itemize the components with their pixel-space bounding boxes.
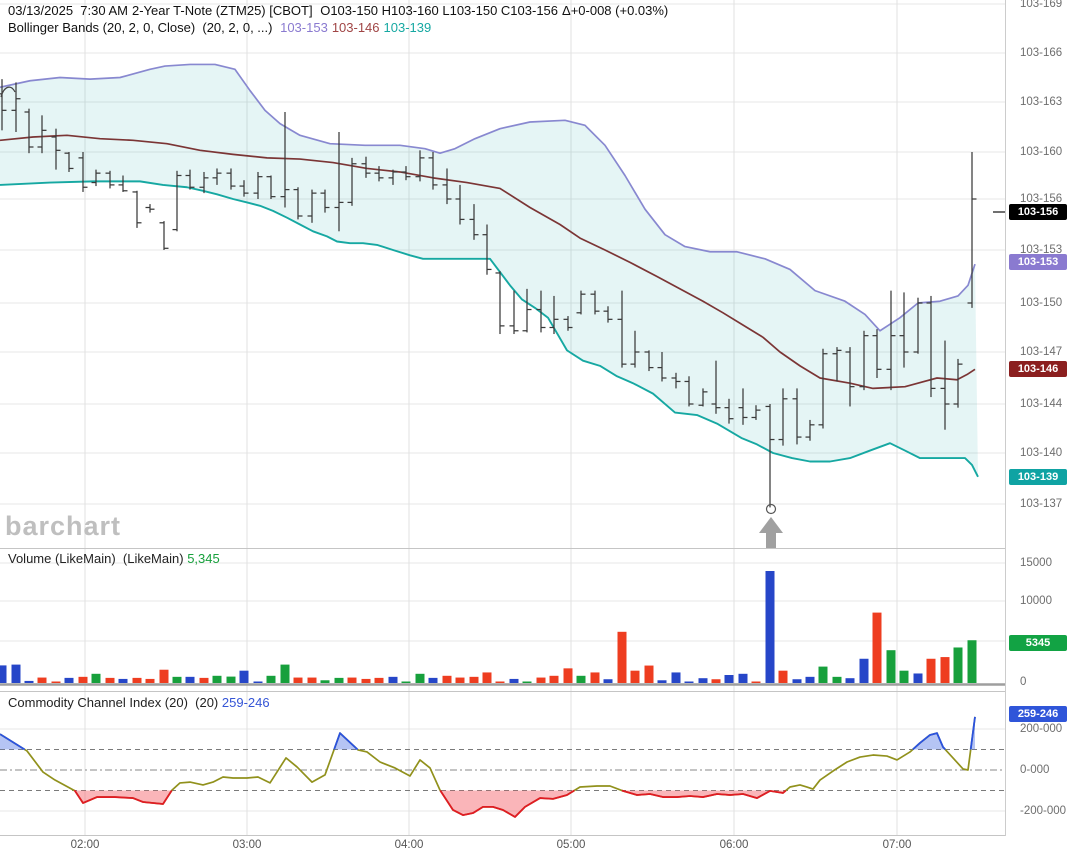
- time-axis-label: 02:00: [70, 839, 100, 851]
- time-axis-label: 05:00: [556, 839, 586, 851]
- axis-tick-label: 103-160: [1020, 146, 1063, 158]
- up-arrow-annotation: [759, 503, 783, 548]
- cci-title-text: Commodity Channel Index (20) (20): [8, 695, 222, 710]
- axis-tick-label: 103-147: [1020, 346, 1063, 358]
- chart-header-line2: Bollinger Bands (20, 2, 0, Close) (20, 2…: [8, 20, 435, 35]
- axis-tick-label: 103-169: [1020, 0, 1063, 10]
- barchart-logo: barchart: [5, 511, 122, 541]
- axis-tick-label: 103-156: [1020, 193, 1063, 205]
- volume-chart-plot[interactable]: [0, 548, 1006, 691]
- chart-header-line1: 03/13/2025 7:30 AM 2-Year T-Note (ZTM25) …: [8, 3, 672, 18]
- axis-value-badge: 103-146: [1009, 361, 1067, 377]
- axis-tick-label: 0-000: [1020, 764, 1050, 776]
- panel-divider: [0, 691, 1005, 692]
- axis-tick-label: 103-150: [1020, 297, 1063, 309]
- time-axis-label: 04:00: [394, 839, 424, 851]
- header-ohlc: O103-150 H103-160 L103-150 C103-156: [320, 3, 559, 18]
- axis-value-badge: 103-153: [1009, 254, 1067, 270]
- volume-bars: [0, 571, 977, 683]
- header-symbol: 2-Year T-Note (ZTM25) [CBOT]: [131, 3, 313, 18]
- header-change: Δ+0-008 (+0.03%): [562, 3, 669, 18]
- axis-tick-label: 0: [1020, 676, 1027, 688]
- axis-value-badge: 103-139: [1009, 469, 1067, 485]
- ohlc-bars: [0, 79, 977, 508]
- panel-divider: [0, 548, 1005, 549]
- axis-tick-label: 103-166: [1020, 47, 1063, 59]
- study-upper-value: 103-153: [280, 20, 328, 35]
- time-axis-label: 07:00: [882, 839, 912, 851]
- study-lower-value: 103-139: [383, 20, 432, 35]
- axis-tick-label: 15000: [1020, 557, 1052, 569]
- axis-value-badge: 5345: [1009, 635, 1067, 651]
- cci-panel-title: Commodity Channel Index (20) (20) 259-24…: [8, 695, 270, 710]
- header-datetime: 03/13/2025 7:30 AM: [8, 3, 128, 18]
- volume-panel-title: Volume (LikeMain) (LikeMain) 5,345: [8, 551, 220, 566]
- study-middle-value: 103-146: [331, 20, 380, 35]
- axis-tick-label: 103-137: [1020, 498, 1063, 510]
- annotation-squiggle: [0, 86, 16, 98]
- axis-tick-label: 103-153: [1020, 244, 1063, 256]
- price-axis[interactable]: 103-169 103-166 103-163 103-160 103-156 103-1…: [1005, 0, 1069, 836]
- cci-value: 259-246: [221, 695, 270, 710]
- axis-tick-label: 10000: [1020, 595, 1052, 607]
- axis-tick-label: 200-000: [1020, 723, 1063, 735]
- axis-tick-label: 103-144: [1020, 398, 1063, 410]
- axis-value-badge: 103-156: [1009, 204, 1067, 220]
- price-chart-plot[interactable]: [0, 0, 1006, 548]
- axis-tick-label: 103-140: [1020, 447, 1063, 459]
- axis-value-badge: 259-246: [1009, 706, 1067, 722]
- volume-value: 5,345: [187, 551, 220, 566]
- cci-chart-plot[interactable]: [0, 691, 1006, 835]
- study-label: Bollinger Bands (20, 2, 0, Close) (20, 2…: [8, 20, 273, 35]
- axis-tick-label: -200-000: [1020, 805, 1067, 817]
- panel-divider: [0, 835, 1005, 836]
- axis-tick-label: 103-163: [1020, 96, 1063, 108]
- volume-title-text: Volume (LikeMain) (LikeMain): [8, 551, 188, 566]
- time-axis-label: 03:00: [232, 839, 262, 851]
- time-axis-label: 06:00: [719, 839, 749, 851]
